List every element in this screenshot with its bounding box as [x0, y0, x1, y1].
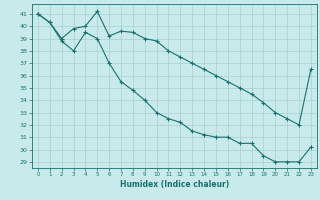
X-axis label: Humidex (Indice chaleur): Humidex (Indice chaleur)	[120, 180, 229, 189]
